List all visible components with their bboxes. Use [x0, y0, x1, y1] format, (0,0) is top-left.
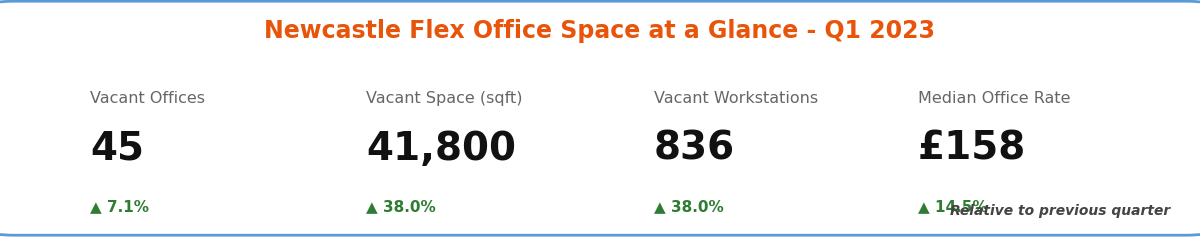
Text: ▲ 38.0%: ▲ 38.0%: [366, 199, 436, 214]
Text: Relative to previous quarter: Relative to previous quarter: [949, 204, 1170, 218]
Text: £158: £158: [918, 130, 1026, 168]
Text: 41,800: 41,800: [366, 130, 516, 168]
Text: ▲ 38.0%: ▲ 38.0%: [654, 199, 724, 214]
Text: Vacant Space (sqft): Vacant Space (sqft): [366, 91, 522, 106]
Text: Vacant Offices: Vacant Offices: [90, 91, 205, 106]
Text: 45: 45: [90, 130, 144, 168]
Text: ▲ 14.5%: ▲ 14.5%: [918, 199, 988, 214]
Text: Newcastle Flex Office Space at a Glance - Q1 2023: Newcastle Flex Office Space at a Glance …: [264, 19, 936, 43]
FancyBboxPatch shape: [0, 1, 1200, 235]
Text: Vacant Workstations: Vacant Workstations: [654, 91, 818, 106]
Text: Median Office Rate: Median Office Rate: [918, 91, 1070, 106]
Text: 836: 836: [654, 130, 736, 168]
Text: ▲ 7.1%: ▲ 7.1%: [90, 199, 149, 214]
